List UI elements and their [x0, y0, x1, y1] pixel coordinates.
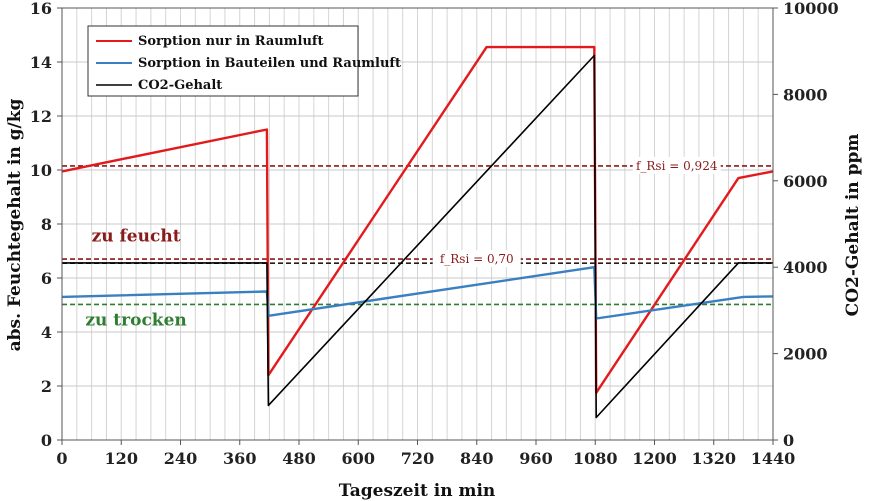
y-right-tick-label: 0 [783, 431, 794, 450]
series-sorption-raumluft [61, 45, 774, 394]
legend-label-sorption-raumluft: Sorption nur in Raumluft [138, 34, 324, 49]
x-tick-label: 1200 [632, 449, 677, 468]
legend: Sorption nur in Raumluft Sorption in Bau… [87, 25, 401, 97]
zone-label: zu trocken [85, 310, 186, 330]
y-right-tick-label: 10000 [783, 0, 839, 18]
threshold-labels: f_Rsi = 0,924 f_Rsi = 0,70 [432, 156, 721, 268]
threshold-label-bg [632, 156, 721, 174]
x-axis-ticks: 0 120 240 360 480 600 720 840 960 1080 1200 1320 144… [56, 440, 795, 468]
y-right-tick-label: 8000 [783, 85, 828, 104]
y-left-tick-label: 14 [30, 53, 52, 72]
y-left-tick-label: 10 [30, 161, 52, 180]
y-left-tick-label: 2 [41, 377, 52, 396]
legend-box [87, 25, 359, 97]
series-co2 [62, 54, 773, 419]
x-axis-title: Tageszeit in min [339, 481, 496, 501]
x-tick-label: 1080 [573, 449, 618, 468]
y-left-tick-label: 16 [30, 0, 52, 18]
y-right-tick-label: 2000 [783, 345, 828, 364]
y-right-tick-label: 6000 [783, 172, 828, 191]
y-left-tick-label: 0 [41, 431, 52, 450]
x-tick-label: 1440 [751, 449, 796, 468]
x-tick-label: 480 [282, 449, 315, 468]
legend-label-co2: CO2-Gehalt [138, 78, 222, 93]
threshold-label-bg [432, 250, 521, 268]
x-tick-label: 960 [519, 449, 552, 468]
x-tick-label: 1320 [691, 449, 736, 468]
x-tick-label: 720 [401, 449, 434, 468]
y-right-tick-label: 4000 [783, 258, 828, 277]
zone-label: zu feucht [92, 227, 181, 247]
x-tick-label: 0 [56, 449, 67, 468]
y-left-axis-ticks: 0 2 4 6 8 10 12 14 16 [30, 0, 62, 450]
y-left-tick-label: 4 [41, 323, 52, 342]
x-tick-label: 240 [164, 449, 197, 468]
legend-label-sorption-bauteile: Sorption in Bauteilen und Raumluft [138, 56, 401, 71]
series-lines [61, 45, 774, 419]
x-tick-label: 840 [460, 449, 493, 468]
x-tick-label: 120 [105, 449, 138, 468]
y-left-tick-label: 12 [30, 107, 52, 126]
y-right-axis-title: CO2-Gehalt in ppm [843, 134, 863, 317]
x-tick-label: 600 [342, 449, 375, 468]
threshold-label: f_Rsi = 0,924 [636, 159, 718, 173]
threshold-label: f_Rsi = 0,70 [440, 252, 514, 266]
y-left-tick-label: 6 [41, 269, 52, 288]
zone-labels: zu feucht zu trocken [85, 227, 186, 331]
x-tick-label: 360 [223, 449, 256, 468]
y-right-axis-ticks: 0 2000 4000 6000 8000 10000 [773, 0, 839, 450]
y-left-tick-label: 8 [41, 215, 52, 234]
y-left-axis-title: abs. Feuchtegehalt in g/kg [5, 98, 25, 351]
